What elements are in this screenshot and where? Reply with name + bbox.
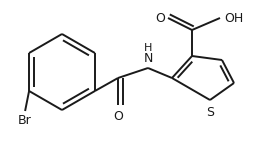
Text: O: O (155, 12, 165, 24)
Text: Br: Br (18, 114, 32, 127)
Text: OH: OH (224, 12, 244, 24)
Text: N: N (143, 52, 153, 65)
Text: O: O (113, 110, 123, 124)
Text: H: H (144, 43, 152, 53)
Text: S: S (206, 106, 214, 119)
